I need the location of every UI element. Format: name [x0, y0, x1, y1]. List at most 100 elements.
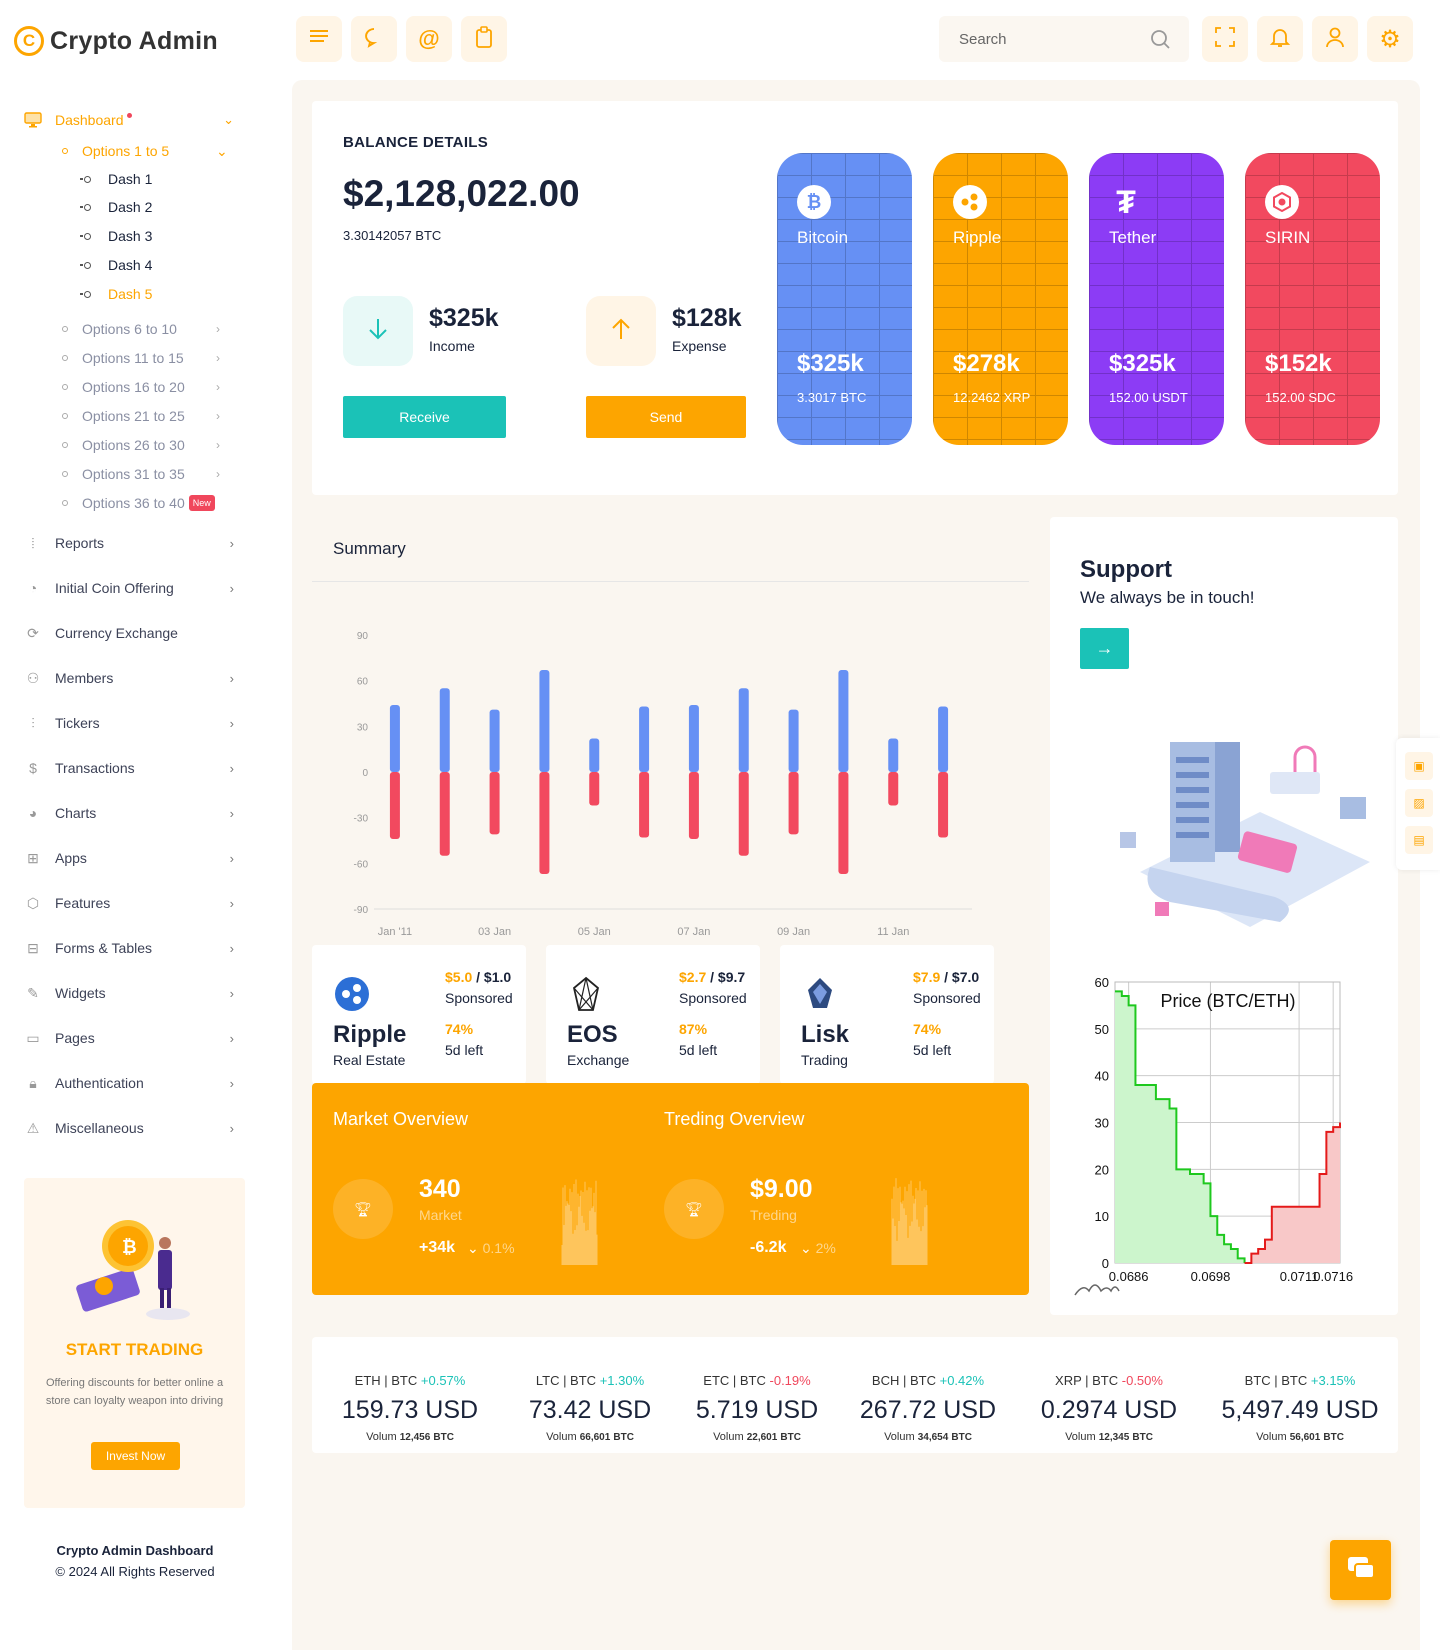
search-icon[interactable]	[1149, 28, 1171, 54]
sidebar-item-dashboard[interactable]: Dashboard ⌄	[24, 107, 234, 133]
user-profile-button[interactable]	[1312, 16, 1358, 62]
ticker-volume: Volum 12,345 BTC	[1019, 1431, 1199, 1443]
sidebar-item-miscellaneous[interactable]: ⚠ Miscellaneous ›	[24, 1115, 234, 1141]
sidebar-item-currency-exchange[interactable]: ⟳ Currency Exchange	[24, 620, 234, 646]
chat-button[interactable]	[351, 16, 397, 62]
inbox-icon: ⊟	[27, 939, 39, 956]
sidebar-item-label: Apps	[55, 850, 87, 866]
project-card-lisk[interactable]: Lisk Trading $7.9 / $7.0 Sponsored 74% 5…	[780, 945, 994, 1084]
y-tick-label: 90	[357, 631, 369, 642]
sidebar-item-widgets[interactable]: ✎ Widgets ›	[24, 980, 234, 1006]
ticker-etc[interactable]: ETC | BTC -0.19% 5.719 USD Volum 22,601 BT…	[667, 1373, 847, 1443]
sidebar-item-label: Members	[55, 670, 114, 686]
bullet-icon	[80, 291, 91, 298]
ticker-ltc[interactable]: LTC | BTC +1.30% 73.42 USD Volum 66,601 BT…	[500, 1373, 680, 1443]
ticker-xrp[interactable]: XRP | BTC -0.50% 0.2974 USD Volum 12,345 B…	[1019, 1373, 1199, 1443]
sidebar-sub-options-26-30[interactable]: Options 26 to 30 ›	[62, 434, 232, 456]
coin-value: $152k	[1265, 350, 1332, 377]
sidebar-sub-options-11-15[interactable]: Options 11 to 15 ›	[62, 347, 232, 369]
project-card-ripple[interactable]: Ripple Real Estate $5.0 / $1.0 Sponsored…	[312, 945, 526, 1084]
sidebar-sub-options-6-10[interactable]: Options 6 to 10 ›	[62, 318, 232, 340]
bar	[439, 772, 450, 856]
receive-button[interactable]: Receive	[343, 396, 506, 438]
sidebar-item-forms-tables[interactable]: ⊟ Forms & Tables ›	[24, 935, 234, 961]
sidebar-sub-options-31-35[interactable]: Options 31 to 35 ›	[62, 463, 232, 485]
sidebar-sub-options-21-25[interactable]: Options 21 to 25 ›	[62, 405, 232, 427]
ticker-bch[interactable]: BCH | BTC +0.42% 267.72 USD Volum 34,654 B…	[838, 1373, 1018, 1443]
sidebar-item-charts[interactable]: ◕ Charts ›	[24, 800, 234, 826]
sidebar-leaf-dash-1[interactable]: Dash 1	[80, 168, 152, 190]
sidebar-item-tickers[interactable]: ⫶ Tickers ›	[24, 710, 234, 736]
coin-amount: 152.00 USDT	[1109, 390, 1188, 405]
volume-value: 12,345	[1098, 1432, 1130, 1443]
volume-unit: BTC	[613, 1432, 634, 1443]
image-button[interactable]: ▨	[1405, 789, 1433, 817]
project-card-eos[interactable]: EOS Exchange $2.7 / $9.7 Sponsored 87% 5…	[546, 945, 760, 1084]
chat-fab-button[interactable]	[1330, 1540, 1391, 1600]
sidebar-item-ico[interactable]: ◔ Initial Coin Offering ›	[24, 575, 234, 601]
y-tick-label: 0	[362, 768, 368, 779]
leaf-label: Dash 1	[108, 171, 153, 187]
support-go-button[interactable]: →	[1080, 628, 1129, 669]
ripple-icon	[333, 975, 371, 1013]
y-tick-label: 10	[1095, 1209, 1109, 1224]
send-button[interactable]: Send	[586, 396, 746, 438]
sidebar-item-transactions[interactable]: $ Transactions ›	[24, 755, 234, 781]
coin-name: Tether	[1109, 228, 1157, 247]
coin-card-bitcoin[interactable]: ₿ Bitcoin $325k 3.3017 BTC	[777, 153, 912, 445]
footer-title: Crypto Admin Dashboard	[56, 1543, 214, 1558]
sidebar-leaf-dash-3[interactable]: Dash 3	[80, 225, 152, 247]
sidebar-sub-options-36-40[interactable]: Options 36 to 40 New	[62, 492, 232, 514]
sidebar-sub-options-16-20[interactable]: Options 16 to 20 ›	[62, 376, 232, 398]
search-input[interactable]: Search	[959, 30, 1007, 48]
chevron-down-icon: ⌄	[467, 1240, 479, 1256]
trading-overview-title: Treding Overview	[664, 1109, 805, 1129]
chevron-right-icon: ›	[229, 1030, 234, 1046]
search-box[interactable]: Search	[939, 16, 1189, 62]
message-button[interactable]: ▤	[1405, 826, 1433, 854]
coin-card-tether[interactable]: ₮ Tether $325k 152.00 USDT	[1089, 153, 1224, 445]
sidebar-item-features[interactable]: ⬡ Features ›	[24, 890, 234, 916]
volume-label: Volum	[1256, 1431, 1287, 1443]
sidebar-item-members[interactable]: ⚇ Members ›	[24, 665, 234, 691]
notifications-button[interactable]	[1257, 16, 1303, 62]
fullscreen-button[interactable]	[1202, 16, 1248, 62]
sidebar-leaf-dash-4[interactable]: Dash 4	[80, 254, 152, 276]
project-percent: 74%	[913, 1021, 942, 1037]
camera-button[interactable]: ▣	[1405, 752, 1433, 780]
brand-logo[interactable]: C Crypto Admin	[14, 26, 218, 56]
leaf-label: Dash 3	[108, 228, 153, 244]
ticker-eth[interactable]: ETH | BTC +0.57% 159.73 USD Volum 12,456 B…	[320, 1373, 500, 1443]
clipboard-button[interactable]	[461, 16, 507, 62]
sidebar-leaf-dash-2[interactable]: Dash 2	[80, 196, 152, 218]
menu-toggle-button[interactable]	[296, 16, 342, 62]
ticker-price: 267.72 USD	[859, 1396, 997, 1424]
project-percent: 74%	[445, 1021, 474, 1037]
sidebar-item-reports[interactable]: ⦙ Reports ›	[24, 530, 234, 556]
bar	[788, 772, 799, 835]
price-goal: / $1.0	[476, 969, 512, 985]
coin-card-sirin[interactable]: SIRIN $152k 152.00 SDC	[1245, 153, 1380, 445]
sidebar-leaf-dash-5[interactable]: Dash 5	[80, 283, 152, 305]
y-tick-label: 0	[1102, 1256, 1109, 1271]
coin-card-ripple[interactable]: Ripple $278k 12.2462 XRP	[933, 153, 1068, 445]
sliders-icon: ⫶	[31, 714, 35, 731]
gear-icon: ⚙	[1379, 25, 1401, 53]
monitor-icon	[24, 111, 42, 129]
settings-button[interactable]: ⚙	[1367, 16, 1413, 62]
sidebar-item-authentication[interactable]: 🔒︎ Authentication ›	[24, 1070, 234, 1096]
chevron-right-icon: ›	[229, 895, 234, 911]
bar	[938, 772, 949, 838]
mention-button[interactable]: @	[406, 16, 452, 62]
chevron-right-icon: ›	[216, 351, 220, 365]
market-sparkline	[561, 1179, 598, 1265]
invest-now-button[interactable]: Invest Now	[91, 1442, 180, 1470]
support-text: We always be in touch!	[1080, 588, 1255, 607]
ticker-btc[interactable]: BTC | BTC +3.15% 5,497.49 USD Volum 56,601…	[1210, 1373, 1390, 1443]
bar	[489, 772, 500, 835]
sidebar-sub-options-1-5[interactable]: Options 1 to 5 ⌄	[62, 140, 228, 162]
sidebar-item-apps[interactable]: ⊞ Apps ›	[24, 845, 234, 871]
x-tick-label: 11 Jan	[877, 926, 909, 938]
sidebar-item-pages[interactable]: ▭ Pages ›	[24, 1025, 234, 1051]
x-tick-label: 05 Jan	[578, 926, 611, 938]
